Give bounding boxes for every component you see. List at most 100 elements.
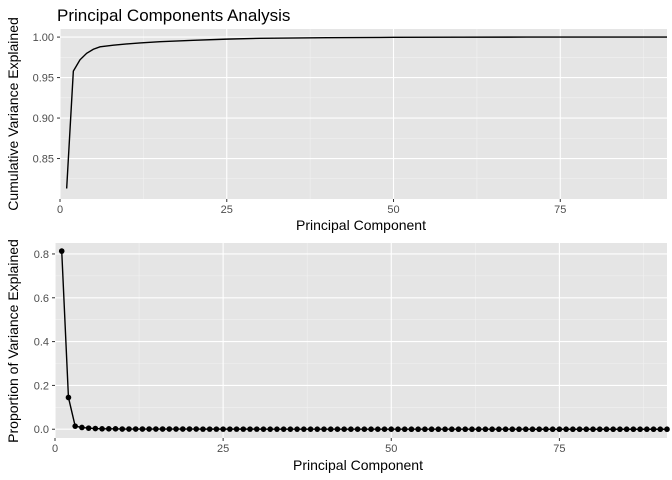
chart-1-axes: 0 25 50 75 0.85 0.90 0.95 1.00 xyxy=(33,32,567,216)
chart-2-data-point xyxy=(327,426,334,432)
chart-2-data-point xyxy=(522,426,529,433)
chart-2-data-point xyxy=(509,426,516,433)
chart-2-data-point xyxy=(85,425,92,431)
chart-1-y-tick-label: 0.90 xyxy=(33,113,54,125)
chart-1-x-tick-label: 0 xyxy=(57,204,63,216)
chart-1-x-tick-label: 25 xyxy=(221,204,233,216)
chart-2-data-point xyxy=(549,426,556,433)
chart-2-data-point xyxy=(287,426,294,432)
chart-2-data-point xyxy=(570,426,576,433)
cumulative-variance-chart: 0 25 50 75 0.85 0.90 0.95 1.00 Principal Compon… xyxy=(5,17,667,233)
chart-2-data-point xyxy=(428,426,435,433)
chart-2-data-point xyxy=(455,426,462,433)
chart-2-x-tick-label: 25 xyxy=(217,443,229,455)
chart-2-data-point xyxy=(664,426,670,433)
chart-2-data-point xyxy=(294,426,300,432)
chart-2-data-point xyxy=(435,426,442,433)
chart-2-data-point xyxy=(106,425,112,432)
chart-2-data-point xyxy=(368,426,374,432)
chart-2-data-point xyxy=(415,426,421,433)
chart-2-data-point xyxy=(99,425,105,432)
chart-2-data-point xyxy=(354,426,361,432)
chart-2-data-point xyxy=(489,426,495,433)
chart-2-data-point xyxy=(401,426,408,433)
chart-2-data-point xyxy=(206,426,213,432)
chart-2-data-point xyxy=(395,426,401,433)
chart-2-data-point xyxy=(65,394,72,401)
chart-2-data-point xyxy=(193,426,200,432)
chart-2-data-point xyxy=(253,426,260,432)
chart-2-data-point xyxy=(321,426,327,432)
chart-1-panel xyxy=(60,29,667,199)
chart-2-data-point xyxy=(200,426,206,432)
chart-2-y-tick-label: 0.8 xyxy=(34,249,49,261)
chart-2-data-point xyxy=(334,426,341,432)
chart-2-data-point xyxy=(442,426,448,433)
chart-2-data-point xyxy=(375,426,381,432)
chart-2-data-point xyxy=(159,426,166,432)
chart-1-x-tick-label: 75 xyxy=(554,204,566,216)
chart-2-data-point xyxy=(502,426,509,433)
chart-2-data-point xyxy=(408,426,415,433)
chart-2-panel xyxy=(55,243,667,438)
chart-2-data-point xyxy=(516,426,522,433)
chart-2-data-point xyxy=(139,426,146,432)
chart-2-data-point xyxy=(556,426,563,433)
chart-2-data-point xyxy=(260,426,267,432)
chart-2-data-point xyxy=(92,425,99,432)
chart-2-data-point xyxy=(576,426,583,433)
chart-2-data-point xyxy=(301,426,307,432)
chart-2-data-point xyxy=(166,426,173,432)
chart-2-data-point xyxy=(112,425,119,432)
chart-2-data-point xyxy=(543,426,549,433)
chart-2-data-point xyxy=(610,426,616,433)
chart-2-data-point xyxy=(475,426,482,433)
chart-2-data-point xyxy=(563,426,569,433)
chart-2-data-point xyxy=(650,426,657,433)
chart-2-data-point xyxy=(72,423,78,429)
chart-2-data-point xyxy=(657,426,664,433)
chart-1-minor-grid xyxy=(60,29,667,199)
chart-2-data-point xyxy=(462,426,469,433)
chart-2-data-point xyxy=(529,426,536,433)
chart-1-y-tick-label: 0.85 xyxy=(33,154,54,166)
chart-1-y-tick-label: 1.00 xyxy=(33,32,54,44)
figure-title: Principal Components Analysis xyxy=(57,6,290,25)
chart-2-data-point xyxy=(603,426,610,433)
chart-2-data-point xyxy=(213,426,220,432)
chart-2-data-point xyxy=(307,426,314,432)
chart-2-data-point xyxy=(173,426,179,432)
chart-2-data-point xyxy=(146,426,152,432)
chart-2-data-point xyxy=(79,424,85,431)
chart-2-x-tick-label: 50 xyxy=(385,443,397,455)
chart-2-data-point xyxy=(496,426,502,433)
chart-2-data-point xyxy=(422,426,428,433)
chart-2-data-point xyxy=(469,426,475,433)
chart-1-x-tick-label: 50 xyxy=(387,204,399,216)
chart-2-data-point xyxy=(617,426,623,433)
chart-2-series xyxy=(58,248,670,433)
chart-2-data-point xyxy=(341,426,347,432)
chart-2-y-tick-label: 0.6 xyxy=(34,293,49,305)
chart-2-minor-grid xyxy=(55,243,667,438)
chart-2-x-tick-label: 0 xyxy=(52,443,58,455)
chart-2-data-point xyxy=(267,426,274,432)
chart-2-data-point xyxy=(590,426,596,433)
chart-2-data-point xyxy=(637,426,643,433)
chart-2-data-point xyxy=(247,426,253,432)
chart-2-data-point xyxy=(119,426,126,432)
chart-1-y-tick-label: 0.95 xyxy=(33,73,54,85)
chart-2-data-point xyxy=(153,426,159,432)
chart-2-data-point xyxy=(630,426,637,433)
chart-2-data-point xyxy=(280,426,287,432)
chart-2-y-tick-label: 0.4 xyxy=(34,337,49,349)
chart-2-data-point xyxy=(361,426,368,432)
chart-1-y-axis-title: Cumulative Variance Explained xyxy=(5,17,21,211)
chart-2-data-point xyxy=(220,426,226,432)
chart-2-axes: 0 25 50 75 0.0 0.2 0.4 0.6 0.8 xyxy=(34,249,566,455)
chart-2-data-point xyxy=(596,426,603,433)
proportion-variance-chart: 0 25 50 75 0.0 0.2 0.4 0.6 0.8 Principal Compone… xyxy=(5,239,670,473)
chart-2-y-axis-title: Proportion of Variance Explained xyxy=(5,239,21,443)
chart-2-data-point xyxy=(482,426,489,433)
chart-2-data-point xyxy=(644,426,650,433)
